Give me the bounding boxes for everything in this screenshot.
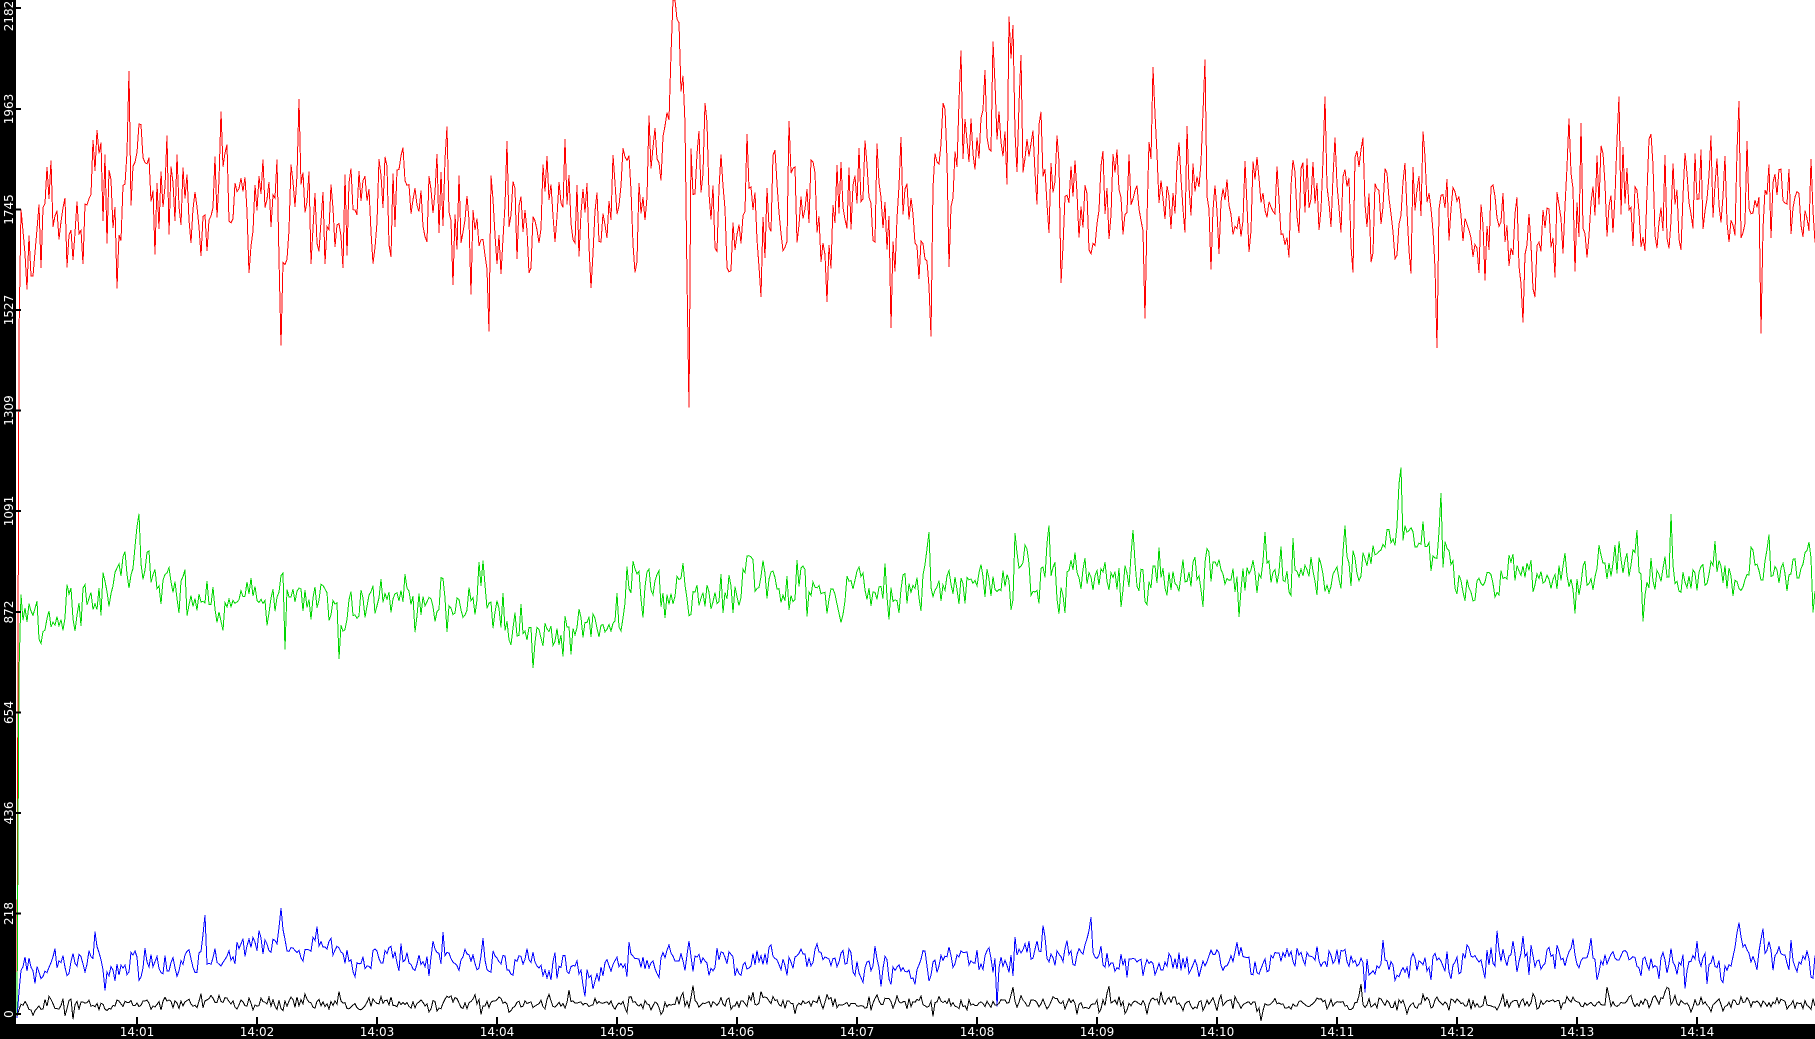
x-tick (736, 1017, 738, 1024)
y-tick-label: 218 (2, 902, 16, 925)
x-tick-label: 14:02 (240, 1025, 275, 1039)
x-tick-label: 14:01 (120, 1025, 155, 1039)
y-tick-label: 2182 (2, 1, 16, 32)
x-tick (376, 1017, 378, 1024)
y-axis-bar (0, 0, 16, 1039)
x-tick-label: 14:11 (1320, 1025, 1355, 1039)
y-tick (16, 711, 21, 714)
x-tick (256, 1017, 258, 1024)
x-axis-bar (0, 1024, 1815, 1039)
x-tick-label: 14:03 (360, 1025, 395, 1039)
y-tick-label: 1309 (2, 395, 16, 426)
x-tick (1336, 1017, 1338, 1024)
y-tick (16, 309, 21, 311)
x-tick-label: 14:12 (1440, 1025, 1475, 1039)
y-tick (16, 108, 21, 110)
y-tick-label: 1963 (2, 94, 16, 125)
y-tick (16, 1013, 21, 1015)
x-tick (1096, 1017, 1098, 1024)
x-tick-label: 14:14 (1680, 1025, 1715, 1039)
y-tick-label: 0 (2, 1010, 16, 1018)
x-tick-label: 14:10 (1200, 1025, 1235, 1039)
y-tick-label: 436 (2, 802, 16, 825)
x-tick-label: 14:09 (1080, 1025, 1115, 1039)
x-tick (1216, 1017, 1218, 1024)
x-tick-label: 14:07 (840, 1025, 875, 1039)
y-tick (16, 208, 21, 211)
y-tick-label: 654 (2, 701, 16, 724)
x-tick-label: 14:13 (1560, 1025, 1595, 1039)
x-tick (136, 1017, 138, 1024)
y-tick (16, 912, 21, 915)
x-tick (856, 1017, 858, 1024)
y-tick-label: 1745 (2, 194, 16, 225)
y-tick-label: 1527 (2, 295, 16, 326)
y-tick-label: 872 (2, 601, 16, 624)
x-tick (976, 1017, 978, 1024)
x-tick-label: 14:05 (600, 1025, 635, 1039)
x-tick-label: 14:04 (480, 1025, 515, 1039)
x-tick-label: 14:08 (960, 1025, 995, 1039)
red-series-line (16, 0, 1815, 985)
y-tick (16, 611, 21, 613)
y-tick (16, 409, 21, 412)
x-tick (1456, 1017, 1458, 1024)
y-tick (16, 7, 21, 9)
x-tick (496, 1017, 498, 1024)
y-tick (16, 510, 21, 512)
black-series-line (16, 983, 1815, 1021)
x-tick-label: 14:06 (720, 1025, 755, 1039)
x-tick (1696, 1017, 1698, 1024)
blue-series-line (16, 907, 1815, 1019)
x-tick (1576, 1017, 1578, 1024)
y-tick-label: 1091 (2, 496, 16, 527)
x-tick (616, 1017, 618, 1024)
green-series-line (16, 467, 1815, 1017)
y-tick (16, 812, 21, 814)
